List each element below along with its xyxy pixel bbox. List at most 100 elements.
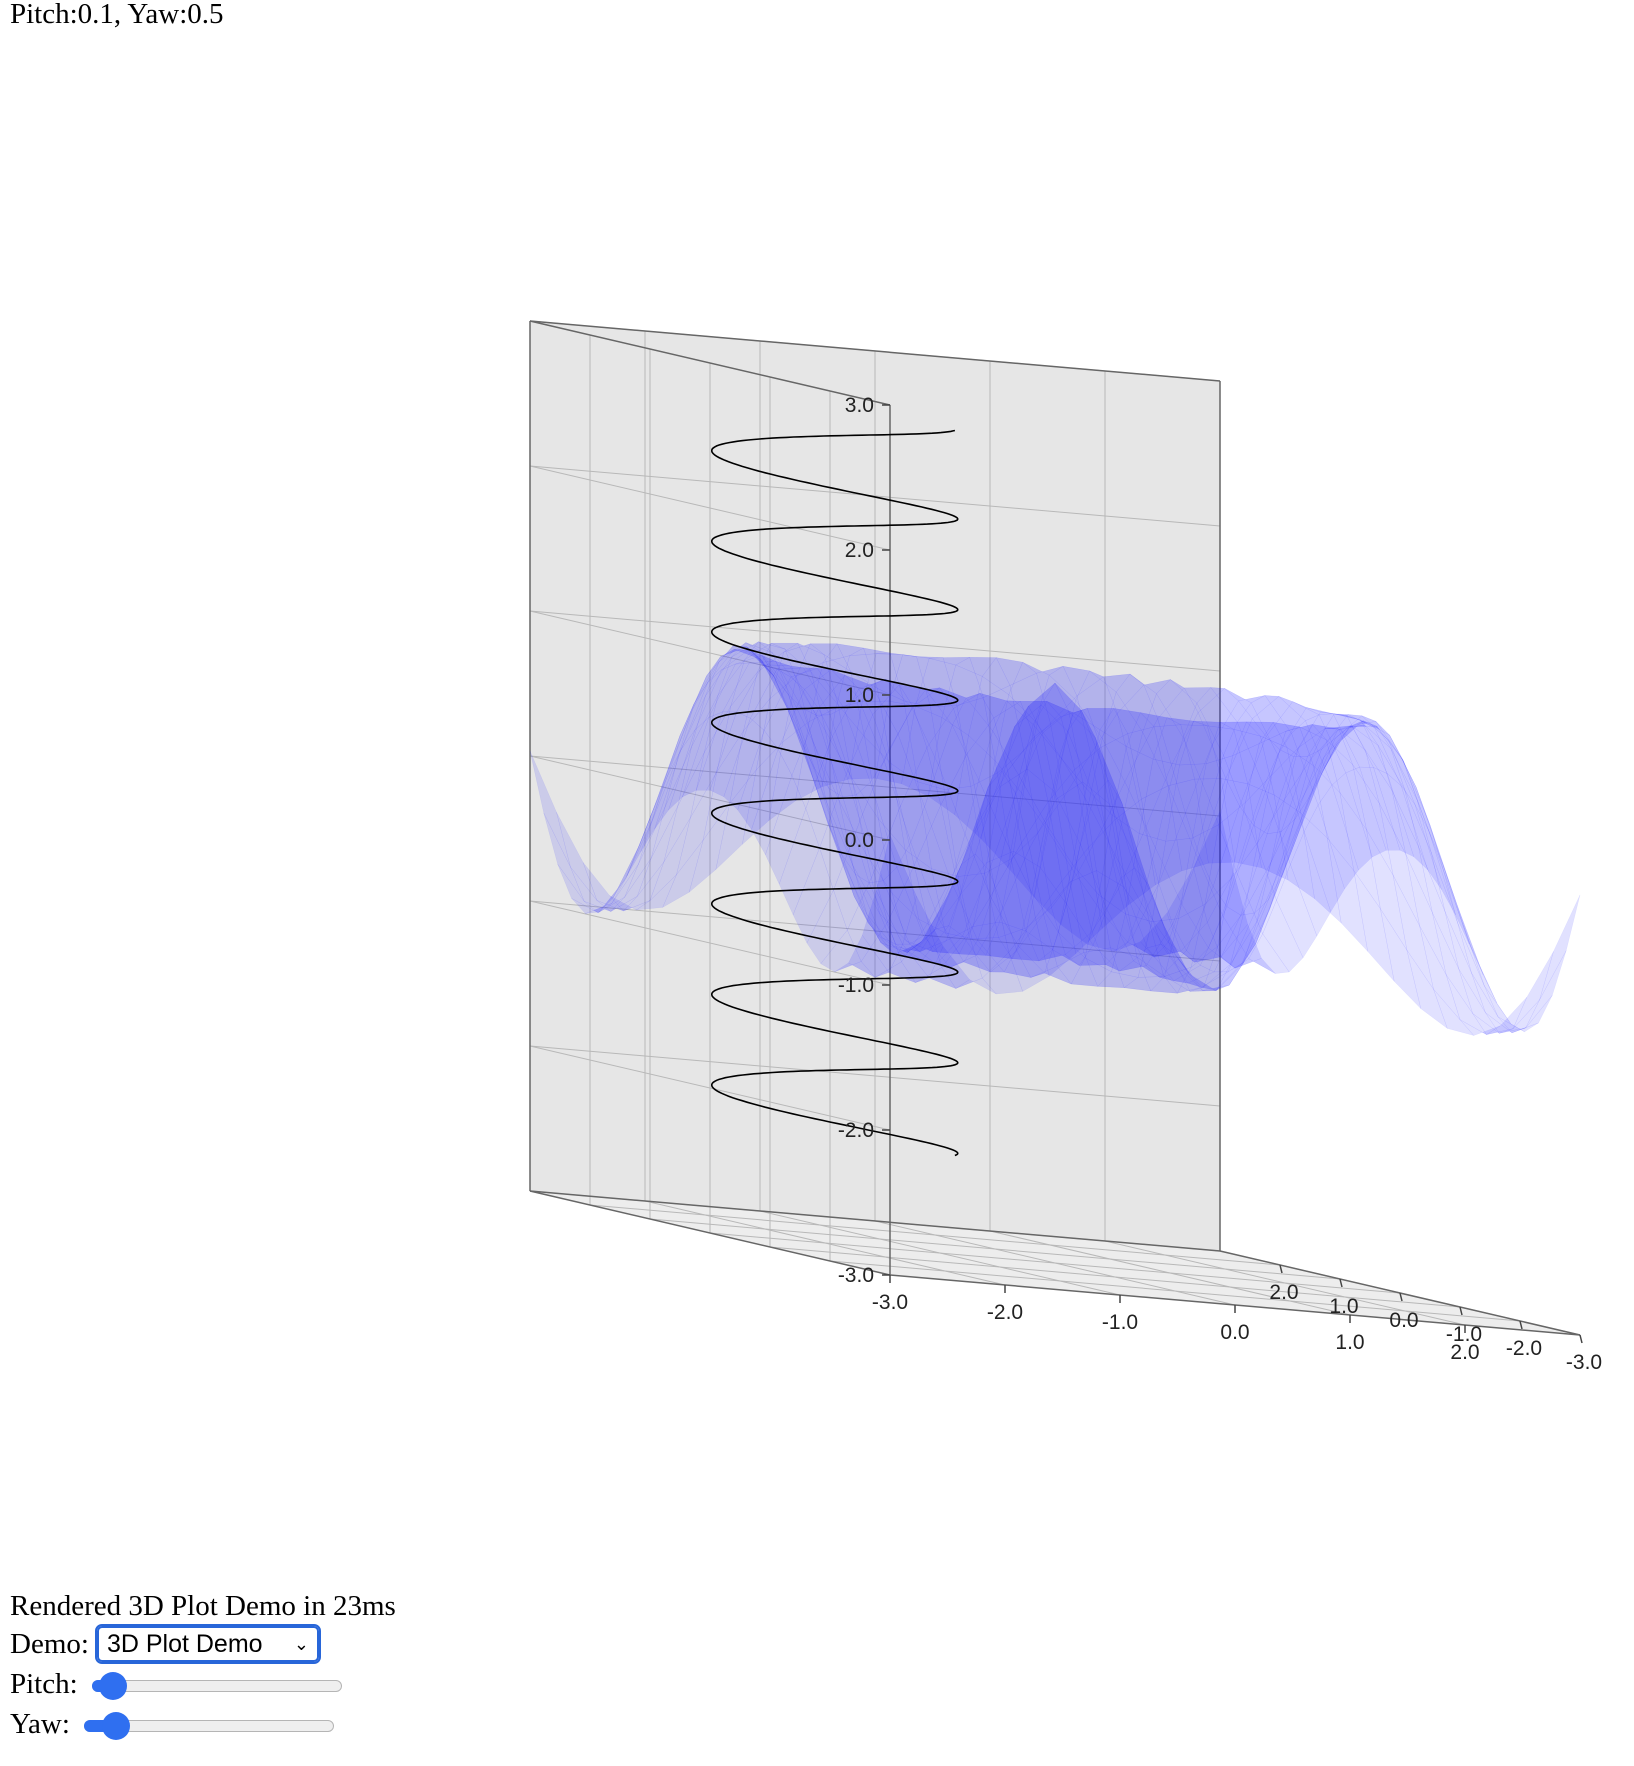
surface-patch	[1119, 960, 1161, 978]
surface-patch	[1084, 894, 1126, 973]
surface-patch	[1141, 785, 1183, 886]
surface-patch	[1332, 713, 1374, 768]
surface-patch	[1133, 947, 1175, 982]
surface-patch	[1189, 964, 1231, 992]
surface-patch	[1297, 730, 1338, 808]
surface-patch	[988, 792, 1030, 910]
surface-patch	[715, 769, 757, 871]
surface-patch	[1080, 795, 1122, 911]
surface-patch	[1458, 968, 1500, 1034]
surface-patch	[957, 873, 999, 939]
surface-patch	[1351, 725, 1393, 791]
surface-patch	[1220, 778, 1262, 869]
surface-patch	[599, 844, 640, 913]
surface-patch	[638, 754, 680, 865]
surface-patch	[1072, 788, 1113, 896]
surface-patch	[543, 812, 585, 902]
surface-patch	[1081, 710, 1123, 804]
surface-patch	[849, 647, 891, 656]
y-tick-mark	[1579, 1334, 1583, 1344]
grid-line	[589, 1204, 1281, 1266]
surface-patch	[1111, 913, 1153, 978]
surface-patch	[797, 642, 839, 705]
surface-patch	[1264, 695, 1306, 734]
surface-patch	[611, 820, 653, 904]
surface-patch	[929, 657, 970, 666]
plot-3d-svg[interactable]: 3.0 2.0 1.0 0.0 -1.0 -2.0 -3.0 -3.0 -2.0 -1.0 0.0 1…	[0, 0, 1634, 1500]
surface-patch	[706, 645, 747, 677]
plot-canvas[interactable]: 3.0 2.0 1.0 0.0 -1.0 -2.0 -3.0 -3.0 -2.0 -1.0 0.0 1…	[0, 0, 1634, 1500]
helix-line	[710, 429, 959, 1157]
x-tick-label: -1.0	[1102, 1311, 1138, 1334]
surface-patch	[1307, 713, 1349, 757]
surface-patch	[979, 692, 1022, 719]
surface-patch	[815, 714, 857, 798]
surface-patch	[736, 664, 778, 719]
pitch-label: Pitch:	[10, 1668, 78, 1700]
surface-patch	[1406, 949, 1448, 1030]
surface-patch	[826, 801, 868, 915]
surface-patch	[941, 664, 983, 736]
surface-patch	[1279, 707, 1321, 758]
surface-patch	[1193, 810, 1235, 923]
surface-patch	[868, 880, 910, 945]
surface-patch	[1029, 798, 1071, 915]
surface-patch	[1203, 911, 1245, 988]
surface-patch	[1183, 687, 1226, 713]
surface-patch	[823, 654, 865, 738]
surface-patch	[1136, 956, 1178, 994]
surface-patch	[1043, 881, 1085, 967]
surface-patch	[626, 776, 668, 877]
surface-patch	[1158, 812, 1200, 925]
surface-patch	[987, 705, 1029, 788]
surface-patch	[1033, 830, 1075, 926]
surface-patch	[1283, 757, 1325, 862]
yaw-slider[interactable]	[83, 1710, 334, 1740]
pitch-slider-thumb[interactable]	[98, 1672, 127, 1700]
surface-patch	[1171, 711, 1213, 814]
surface-patch	[1485, 1012, 1526, 1034]
surface-patch	[1322, 720, 1364, 772]
surface-patch	[1376, 726, 1418, 801]
surface-patch	[1085, 729, 1127, 816]
pitch-slider[interactable]	[91, 1670, 342, 1700]
surface-patch	[1346, 715, 1388, 775]
surface-patch	[1098, 814, 1140, 915]
surface-patch	[999, 850, 1041, 932]
surface-patch	[1128, 731, 1170, 849]
surface-patch	[1380, 908, 1422, 1010]
surface-patch	[828, 787, 870, 884]
surface-patch	[1176, 945, 1219, 994]
demo-select[interactable]: 3D Plot Demo ⌄	[94, 1624, 321, 1664]
surface-patch	[833, 819, 875, 931]
surface-patch	[1417, 800, 1458, 924]
surface-patch	[960, 786, 1002, 895]
yaw-slider-thumb[interactable]	[101, 1712, 130, 1740]
axis-edge	[529, 1190, 1221, 1252]
surface-patch	[991, 838, 1033, 947]
surface-patch	[1303, 804, 1345, 913]
surface-patch	[870, 760, 912, 868]
surface-patch	[1305, 714, 1347, 786]
surface-patch	[1499, 999, 1540, 1034]
surface-patch	[1309, 726, 1351, 798]
surface-patch	[1036, 666, 1078, 724]
surface-patch	[1285, 724, 1327, 740]
surface-patch	[1150, 966, 1192, 994]
surface-patch	[757, 642, 799, 673]
surface-patch	[1430, 852, 1472, 973]
surface-patch	[1100, 733, 1142, 821]
surface-patch	[1276, 863, 1318, 959]
surface-patch	[901, 922, 943, 983]
surface-patch	[1253, 749, 1295, 835]
z-tick-label: -2.0	[838, 1119, 874, 1142]
surface-patch	[529, 750, 571, 868]
surface-patch	[1414, 804, 1456, 915]
surface-patch	[1272, 721, 1314, 767]
surface-patch	[1347, 714, 1389, 741]
pitch-slider-track[interactable]	[91, 1680, 342, 1692]
y-tick-label: -2.0	[1506, 1337, 1542, 1360]
surface-patch	[1153, 724, 1195, 787]
surface-patch	[832, 688, 873, 775]
z-tick-label: 3.0	[845, 394, 874, 417]
